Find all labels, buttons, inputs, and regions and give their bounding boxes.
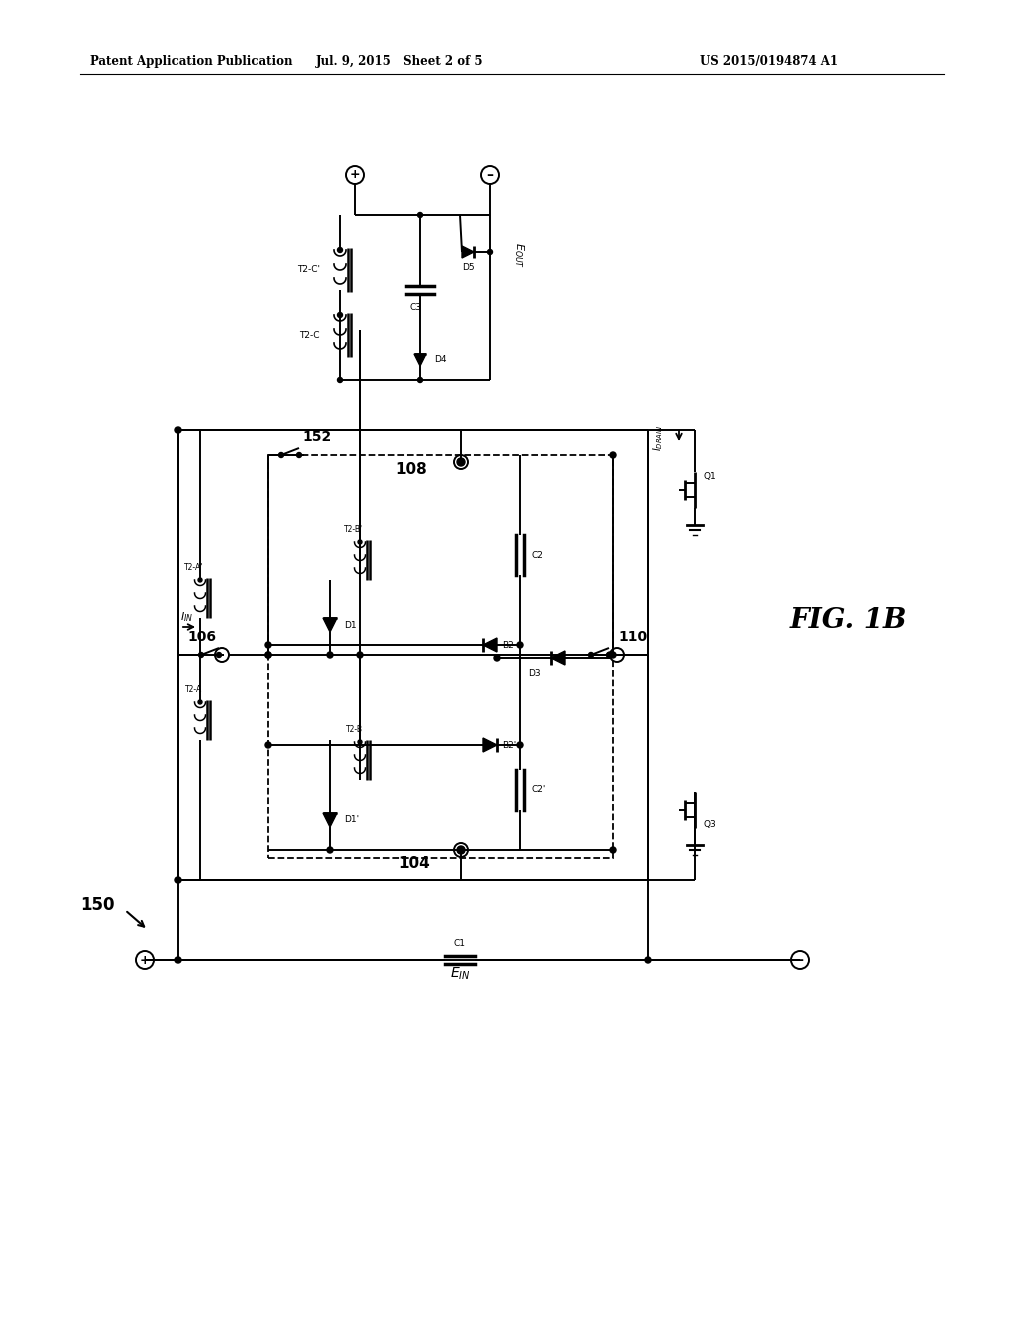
Text: 106: 106 bbox=[187, 630, 216, 644]
Text: 150: 150 bbox=[81, 896, 115, 913]
Circle shape bbox=[457, 846, 465, 854]
Text: 108: 108 bbox=[395, 462, 427, 478]
Circle shape bbox=[607, 652, 613, 657]
Text: Q3: Q3 bbox=[703, 820, 716, 829]
Circle shape bbox=[487, 249, 493, 255]
Text: B2: B2 bbox=[502, 640, 514, 649]
Polygon shape bbox=[462, 246, 474, 257]
Text: B2': B2' bbox=[502, 741, 516, 750]
Circle shape bbox=[645, 957, 651, 964]
Circle shape bbox=[606, 652, 611, 657]
Circle shape bbox=[327, 652, 333, 657]
Text: $I_{DRAIN}$: $I_{DRAIN}$ bbox=[651, 425, 665, 451]
Text: –: – bbox=[486, 168, 494, 182]
Circle shape bbox=[265, 642, 271, 648]
Circle shape bbox=[610, 847, 616, 853]
Text: T2-A: T2-A bbox=[185, 685, 203, 694]
Circle shape bbox=[358, 741, 362, 744]
Text: 110: 110 bbox=[618, 630, 647, 644]
Polygon shape bbox=[483, 638, 497, 652]
Text: D5: D5 bbox=[462, 264, 474, 272]
Text: –: – bbox=[797, 953, 804, 968]
Circle shape bbox=[338, 378, 342, 383]
Circle shape bbox=[198, 700, 202, 704]
Circle shape bbox=[457, 458, 465, 466]
Text: $E_{IN}$: $E_{IN}$ bbox=[450, 966, 470, 982]
Circle shape bbox=[175, 957, 181, 964]
Bar bbox=[268, 455, 613, 858]
Text: Patent Application Publication: Patent Application Publication bbox=[90, 55, 293, 69]
Circle shape bbox=[358, 540, 362, 544]
Text: C3: C3 bbox=[409, 304, 421, 313]
Text: $E_{OUT}$: $E_{OUT}$ bbox=[512, 242, 525, 268]
Circle shape bbox=[297, 453, 301, 458]
Text: T2-B': T2-B' bbox=[344, 525, 364, 535]
Text: T2-C': T2-C' bbox=[297, 265, 319, 275]
Circle shape bbox=[610, 451, 616, 458]
Text: Q1: Q1 bbox=[703, 471, 716, 480]
Text: Jul. 9, 2015   Sheet 2 of 5: Jul. 9, 2015 Sheet 2 of 5 bbox=[316, 55, 483, 69]
Circle shape bbox=[265, 652, 271, 657]
Polygon shape bbox=[323, 813, 337, 828]
Text: T2-A': T2-A' bbox=[184, 564, 204, 573]
Circle shape bbox=[327, 847, 333, 853]
Text: +: + bbox=[139, 953, 151, 966]
Polygon shape bbox=[414, 354, 426, 366]
Circle shape bbox=[338, 313, 342, 318]
Circle shape bbox=[279, 453, 284, 458]
Polygon shape bbox=[483, 738, 497, 752]
Circle shape bbox=[589, 652, 594, 657]
Polygon shape bbox=[323, 618, 337, 632]
Circle shape bbox=[517, 742, 523, 748]
Text: D4: D4 bbox=[434, 355, 446, 364]
Circle shape bbox=[418, 378, 423, 383]
Circle shape bbox=[175, 426, 181, 433]
Circle shape bbox=[199, 652, 204, 657]
Text: C2: C2 bbox=[532, 550, 544, 560]
Text: T2-C: T2-C bbox=[299, 330, 319, 339]
Text: C2': C2' bbox=[532, 785, 547, 795]
Text: +: + bbox=[349, 169, 360, 181]
Text: D1': D1' bbox=[344, 816, 359, 825]
Text: C1: C1 bbox=[454, 940, 466, 949]
Circle shape bbox=[198, 578, 202, 582]
Circle shape bbox=[517, 642, 523, 648]
Circle shape bbox=[610, 652, 616, 657]
Text: D1: D1 bbox=[344, 620, 356, 630]
Circle shape bbox=[418, 213, 423, 218]
Circle shape bbox=[338, 248, 342, 252]
Text: $I_{IN}$: $I_{IN}$ bbox=[180, 610, 194, 624]
Circle shape bbox=[175, 876, 181, 883]
Text: D3: D3 bbox=[528, 669, 541, 678]
Polygon shape bbox=[551, 651, 565, 665]
Text: 104: 104 bbox=[398, 855, 430, 870]
Circle shape bbox=[494, 655, 500, 661]
Text: US 2015/0194874 A1: US 2015/0194874 A1 bbox=[700, 55, 838, 69]
Text: FIG. 1B: FIG. 1B bbox=[790, 606, 907, 634]
Circle shape bbox=[216, 652, 221, 657]
Circle shape bbox=[265, 652, 271, 657]
Circle shape bbox=[265, 742, 271, 748]
Text: T2-B: T2-B bbox=[345, 726, 362, 734]
Circle shape bbox=[357, 652, 362, 657]
Text: 152: 152 bbox=[302, 430, 331, 444]
